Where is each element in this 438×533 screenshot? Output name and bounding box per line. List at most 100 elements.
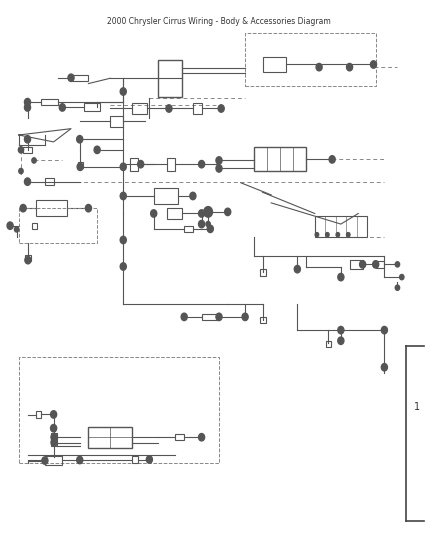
Circle shape [77, 456, 83, 464]
Bar [51, 433, 57, 446]
Circle shape [151, 210, 157, 217]
Bar [36, 200, 67, 216]
Bar [315, 216, 367, 237]
Bar [158, 60, 182, 97]
Circle shape [181, 313, 187, 320]
Circle shape [18, 147, 24, 153]
Circle shape [50, 424, 57, 432]
Bar [110, 116, 123, 126]
Circle shape [216, 157, 222, 164]
Bar [154, 188, 178, 204]
Bar [325, 341, 331, 347]
Circle shape [120, 88, 126, 95]
Circle shape [242, 313, 248, 320]
Bar [19, 208, 97, 243]
Circle shape [14, 227, 19, 232]
Circle shape [25, 256, 31, 264]
Circle shape [395, 285, 399, 290]
Circle shape [216, 313, 222, 320]
Circle shape [190, 192, 196, 200]
Circle shape [51, 439, 57, 446]
Circle shape [25, 104, 31, 111]
Circle shape [120, 163, 126, 171]
Circle shape [225, 208, 231, 216]
Circle shape [346, 63, 353, 71]
Bar [19, 357, 219, 463]
Circle shape [25, 135, 31, 143]
Circle shape [7, 222, 13, 229]
Circle shape [85, 205, 92, 212]
Bar [36, 411, 42, 418]
Circle shape [120, 263, 126, 270]
Bar [176, 434, 184, 440]
Circle shape [198, 220, 205, 228]
Circle shape [32, 158, 36, 163]
Bar [45, 179, 53, 185]
Circle shape [77, 135, 83, 143]
Bar [84, 103, 100, 111]
Circle shape [77, 163, 83, 171]
Bar [350, 260, 363, 269]
Circle shape [373, 261, 379, 268]
Circle shape [316, 63, 322, 71]
Bar [32, 223, 37, 229]
Circle shape [206, 221, 210, 227]
Circle shape [59, 104, 65, 111]
Circle shape [399, 274, 404, 280]
Circle shape [25, 178, 31, 185]
Bar [262, 56, 286, 72]
Bar [184, 225, 193, 232]
Circle shape [329, 156, 335, 163]
Circle shape [371, 61, 377, 68]
Circle shape [50, 411, 57, 418]
Text: 2000 Chrysler Cirrus Wiring - Body & Accessories Diagram: 2000 Chrysler Cirrus Wiring - Body & Acc… [107, 17, 331, 26]
Bar [41, 99, 58, 106]
Bar [260, 317, 265, 323]
Circle shape [42, 457, 48, 464]
Circle shape [19, 168, 23, 174]
Bar [376, 261, 385, 268]
Circle shape [207, 225, 213, 232]
Circle shape [120, 192, 126, 200]
Circle shape [120, 236, 126, 244]
Circle shape [338, 326, 344, 334]
Bar [45, 456, 62, 465]
Circle shape [336, 232, 339, 237]
Bar [132, 103, 147, 114]
Circle shape [25, 99, 31, 106]
Circle shape [381, 364, 388, 371]
Circle shape [325, 232, 329, 237]
Circle shape [198, 433, 205, 441]
Bar [245, 33, 376, 86]
Circle shape [216, 165, 222, 172]
Text: 1: 1 [414, 402, 420, 412]
Circle shape [20, 205, 26, 212]
Circle shape [51, 433, 57, 441]
Circle shape [198, 210, 205, 217]
Circle shape [204, 207, 212, 217]
Bar [130, 158, 138, 171]
Circle shape [198, 160, 205, 168]
Circle shape [338, 337, 344, 344]
Circle shape [166, 105, 172, 112]
Circle shape [94, 146, 100, 154]
Circle shape [294, 265, 300, 273]
Bar [201, 314, 219, 320]
Bar [167, 158, 176, 171]
Circle shape [346, 232, 350, 237]
Bar [167, 208, 182, 219]
Circle shape [338, 273, 344, 281]
Circle shape [146, 456, 152, 463]
Circle shape [315, 232, 319, 237]
Circle shape [381, 326, 388, 334]
Bar [23, 147, 32, 152]
Circle shape [68, 74, 74, 82]
Bar [71, 75, 88, 81]
Circle shape [360, 261, 366, 268]
Bar [78, 161, 83, 168]
Bar [25, 255, 31, 261]
Circle shape [395, 262, 399, 267]
Bar [88, 426, 132, 448]
Bar [260, 269, 265, 276]
Circle shape [138, 160, 144, 168]
